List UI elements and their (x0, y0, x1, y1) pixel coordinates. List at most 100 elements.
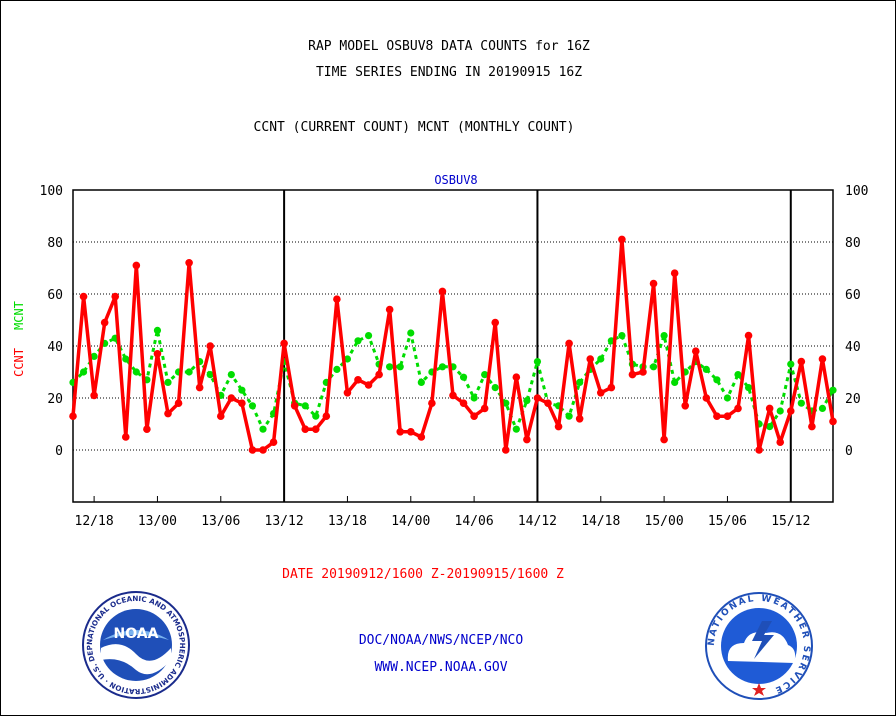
point-ccnt-67 (776, 438, 785, 447)
y-tick-left-20: 20 (47, 392, 63, 407)
point-mcnt-35 (438, 363, 447, 371)
point-mcnt-44 (533, 358, 542, 366)
point-ccnt-72 (829, 417, 837, 426)
point-mcnt-28 (364, 332, 373, 340)
point-ccnt-49 (586, 355, 595, 363)
point-ccnt-20 (280, 339, 288, 348)
point-ccnt-22 (301, 425, 310, 434)
point-ccnt-17 (248, 446, 257, 454)
plot-frame (72, 189, 834, 503)
point-mcnt-72 (829, 386, 837, 394)
point-ccnt-43 (523, 435, 531, 444)
point-ccnt-33 (417, 433, 426, 441)
title-line-2: TIME SERIES ENDING IN 20190915 16Z (315, 65, 583, 80)
x-tick-15/12: 15/12 (771, 514, 810, 529)
point-mcnt-2 (90, 352, 98, 360)
point-mcnt-71 (818, 404, 827, 412)
noaa-word: NOAA (114, 626, 159, 642)
point-mcnt-43 (523, 397, 531, 405)
point-mcnt-5 (122, 355, 130, 363)
point-ccnt-50 (596, 389, 605, 397)
point-mcnt-61 (713, 376, 721, 384)
point-ccnt-47 (565, 339, 573, 348)
point-ccnt-10 (174, 399, 183, 408)
point-ccnt-28 (364, 381, 373, 389)
point-mcnt-38 (470, 394, 478, 402)
point-ccnt-5 (121, 433, 130, 441)
y-tick-right-20: 20 (845, 392, 861, 407)
y-axis-labels: CCNT MCNT (12, 301, 26, 377)
point-mcnt-31 (396, 363, 404, 371)
point-ccnt-53 (628, 370, 637, 379)
point-mcnt-42 (512, 425, 520, 433)
point-ccnt-32 (406, 428, 415, 436)
ylabel-ccnt: CCNT (12, 348, 26, 377)
title-line-1: RAP MODEL OSBUV8 DATA COUNTS for 16Z (308, 39, 590, 54)
point-mcnt-68 (787, 360, 795, 368)
x-tick-13/00: 13/00 (138, 514, 177, 529)
point-ccnt-27 (354, 376, 362, 384)
x-tick-14/18: 14/18 (581, 514, 620, 529)
x-tick-14/06: 14/06 (455, 514, 494, 529)
point-mcnt-62 (723, 394, 732, 402)
point-ccnt-57 (670, 269, 679, 278)
point-ccnt-3 (100, 318, 109, 327)
point-mcnt-15 (227, 371, 235, 379)
point-ccnt-52 (618, 235, 626, 244)
point-mcnt-1 (79, 368, 88, 376)
point-ccnt-36 (449, 391, 457, 400)
point-ccnt-45 (544, 399, 552, 408)
point-ccnt-41 (501, 446, 510, 454)
point-ccnt-38 (470, 412, 478, 421)
point-mcnt-48 (576, 378, 584, 386)
y-tick-left-100: 100 (40, 184, 63, 199)
point-ccnt-71 (818, 355, 827, 363)
point-mcnt-64 (744, 384, 753, 392)
y-tick-left-40: 40 (47, 340, 63, 355)
series-layer (69, 235, 837, 454)
point-ccnt-42 (512, 373, 521, 382)
point-ccnt-0 (69, 412, 77, 421)
point-ccnt-68 (786, 407, 795, 415)
point-mcnt-56 (660, 332, 668, 340)
point-mcnt-11 (185, 368, 193, 376)
point-ccnt-60 (702, 394, 711, 402)
point-ccnt-2 (90, 391, 98, 400)
point-mcnt-40 (491, 384, 499, 392)
point-mcnt-26 (343, 355, 352, 363)
point-ccnt-54 (639, 368, 647, 376)
date-range: DATE 20190912/1600 Z-20190915/1600 Z (282, 567, 564, 582)
chart-title: OSBUV8 (434, 173, 477, 187)
point-ccnt-26 (343, 389, 352, 397)
point-mcnt-63 (734, 371, 742, 379)
point-ccnt-9 (164, 409, 172, 418)
point-mcnt-8 (153, 326, 162, 334)
point-ccnt-6 (132, 261, 141, 270)
point-ccnt-19 (269, 438, 278, 447)
point-ccnt-16 (238, 399, 246, 408)
point-ccnt-70 (808, 422, 816, 431)
point-ccnt-12 (195, 383, 204, 392)
point-ccnt-40 (491, 318, 500, 327)
point-ccnt-66 (765, 404, 774, 413)
point-mcnt-17 (248, 402, 257, 410)
point-ccnt-4 (111, 292, 120, 301)
y-tick-right-80: 80 (845, 236, 861, 251)
point-mcnt-32 (407, 329, 415, 337)
point-mcnt-18 (259, 425, 267, 433)
point-ccnt-24 (322, 412, 331, 421)
x-tick-13/06: 13/06 (201, 514, 240, 529)
point-ccnt-63 (734, 404, 742, 413)
point-ccnt-48 (575, 415, 584, 423)
point-ccnt-7 (143, 425, 151, 434)
point-mcnt-9 (164, 378, 172, 386)
point-mcnt-60 (702, 365, 710, 373)
point-mcnt-23 (312, 412, 320, 420)
point-mcnt-47 (565, 412, 573, 420)
point-ccnt-44 (533, 394, 542, 402)
agency-line: DOC/NOAA/NWS/NCEP/NCO (358, 633, 524, 648)
point-mcnt-37 (459, 373, 468, 381)
point-ccnt-14 (216, 412, 225, 421)
point-mcnt-13 (206, 371, 214, 379)
